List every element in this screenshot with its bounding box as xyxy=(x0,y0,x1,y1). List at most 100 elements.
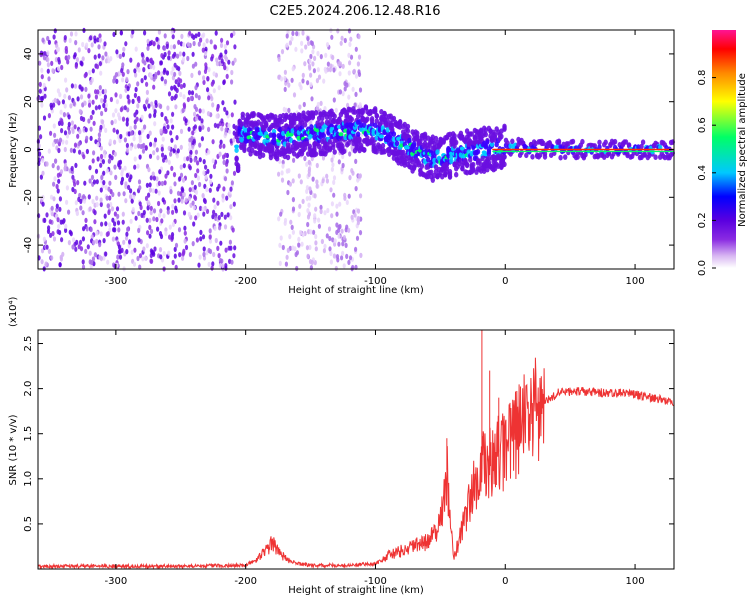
noise-cell xyxy=(202,42,206,48)
noise-cell xyxy=(230,259,234,265)
noise-cell xyxy=(219,52,223,58)
noise-cell xyxy=(54,158,58,164)
noise-cell xyxy=(115,206,120,212)
noise-cell xyxy=(230,79,234,85)
noise-cell xyxy=(306,208,310,214)
noise-cell xyxy=(70,120,74,126)
noise-cell xyxy=(211,214,215,220)
noise-cell xyxy=(41,37,45,43)
ridge-cell xyxy=(298,113,303,119)
noise-cell xyxy=(110,120,114,126)
noise-cell xyxy=(160,218,164,224)
noise-cell xyxy=(97,137,101,143)
noise-cell xyxy=(127,98,131,104)
noise-cell xyxy=(171,53,175,59)
noise-cell xyxy=(184,118,188,124)
noise-cell xyxy=(102,149,107,155)
noise-cell xyxy=(124,198,128,204)
noise-cell xyxy=(198,142,202,148)
noise-cell xyxy=(342,235,346,241)
noise-cell xyxy=(202,170,206,176)
ridge-cell xyxy=(254,139,259,146)
noise-cell xyxy=(194,61,198,67)
noise-cell xyxy=(87,194,91,200)
noise-cell xyxy=(97,104,101,110)
noise-cell xyxy=(88,178,92,184)
noise-cell xyxy=(147,103,151,109)
noise-cell xyxy=(123,165,127,171)
noise-cell xyxy=(301,30,305,36)
noise-cell xyxy=(330,166,334,172)
noise-cell xyxy=(81,56,85,62)
ridge-cell xyxy=(430,177,435,183)
noise-cell xyxy=(114,174,118,180)
noise-cell xyxy=(352,68,356,74)
noise-cell xyxy=(232,201,236,207)
noise-cell xyxy=(163,51,167,58)
noise-cell xyxy=(144,145,148,151)
noise-cell xyxy=(289,219,293,225)
noise-cell xyxy=(134,72,138,78)
noise-cell xyxy=(164,173,168,179)
noise-cell xyxy=(91,109,95,115)
noise-cell xyxy=(88,206,92,212)
noise-cell xyxy=(96,141,100,147)
ridge-cell xyxy=(394,140,400,147)
noise-cell xyxy=(219,240,223,246)
noise-cell xyxy=(145,81,149,87)
colorbar-gradient xyxy=(712,30,736,268)
noise-cell xyxy=(171,66,175,72)
noise-cell xyxy=(133,156,137,162)
noise-cell xyxy=(343,192,347,198)
noise-cell xyxy=(133,112,137,118)
x-tick-label: 100 xyxy=(626,576,645,587)
noise-cell xyxy=(307,171,311,177)
noise-cell xyxy=(154,99,158,106)
noise-cell xyxy=(169,151,173,157)
noise-cell xyxy=(127,184,131,190)
noise-cell xyxy=(171,209,175,215)
noise-cell xyxy=(191,186,195,192)
noise-cell xyxy=(80,61,84,67)
noise-cell xyxy=(95,179,99,185)
ridge-cell xyxy=(436,155,442,162)
noise-cell xyxy=(179,128,184,134)
noise-cell xyxy=(297,242,301,248)
noise-cell xyxy=(104,51,108,57)
ridge-cell xyxy=(240,114,245,121)
noise-cell xyxy=(117,191,121,197)
y-tick-label: 2.0 xyxy=(23,381,34,397)
noise-cell xyxy=(64,77,68,83)
noise-cell xyxy=(43,93,47,99)
noise-cell xyxy=(203,198,207,205)
noise-cell xyxy=(65,185,69,191)
noise-cell xyxy=(331,153,335,159)
noise-cell xyxy=(325,173,329,179)
noise-cell xyxy=(220,58,224,64)
noise-cell xyxy=(95,195,99,201)
noise-cell xyxy=(108,222,112,228)
ridge-cell xyxy=(429,169,434,176)
noise-cell xyxy=(188,187,192,193)
noise-cell xyxy=(347,227,351,233)
noise-cell xyxy=(217,85,221,91)
noise-cell xyxy=(175,87,179,94)
noise-cell xyxy=(41,157,45,163)
noise-cell xyxy=(295,30,299,37)
noise-cell xyxy=(285,254,289,260)
noise-cell xyxy=(307,202,311,208)
noise-cell xyxy=(173,144,177,150)
noise-cell xyxy=(287,168,291,174)
noise-cell xyxy=(305,161,309,167)
noise-cell xyxy=(78,149,82,155)
noise-cell xyxy=(284,261,288,267)
noise-cell xyxy=(178,252,182,258)
noise-cell xyxy=(306,80,310,86)
noise-cell xyxy=(197,262,201,268)
noise-cell xyxy=(332,192,336,198)
noise-cell xyxy=(277,216,281,222)
noise-cell xyxy=(161,136,165,142)
noise-cell xyxy=(116,213,120,219)
noise-cell xyxy=(138,135,142,141)
noise-cell xyxy=(129,125,133,131)
